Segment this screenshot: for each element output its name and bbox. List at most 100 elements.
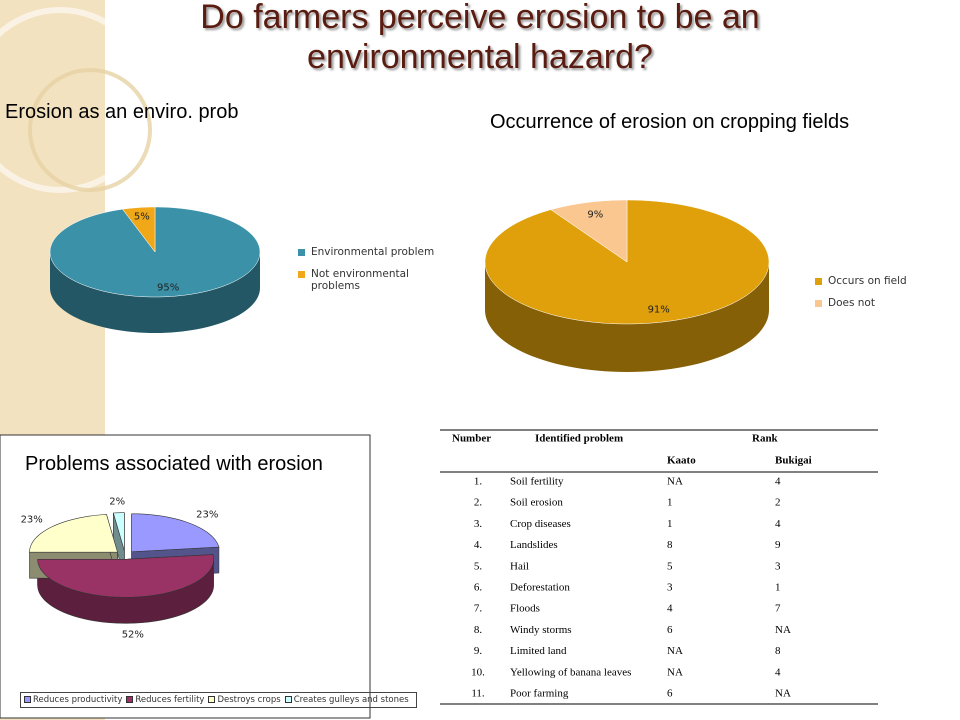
legend-label: Destroys crops bbox=[217, 695, 281, 705]
table-cell: 5 bbox=[667, 560, 673, 572]
slice-side bbox=[50, 252, 260, 333]
table-cell: NA bbox=[667, 666, 683, 678]
table-cell: 6 bbox=[667, 624, 673, 636]
table-cell: 9 bbox=[775, 539, 781, 551]
table-cell: 4 bbox=[775, 518, 781, 530]
table-header: Identified problem bbox=[535, 433, 623, 445]
legend-item: Environmental problem bbox=[298, 246, 438, 258]
table-cell: 8 bbox=[775, 645, 781, 657]
slide-title-line: Do farmers perceive erosion to be an bbox=[200, 0, 759, 36]
table-cell: Hail bbox=[510, 560, 529, 572]
table-cell: Floods bbox=[510, 603, 540, 615]
table-cell: 8 bbox=[667, 539, 673, 551]
table-cell: 7 bbox=[775, 603, 781, 615]
table-cell: Yellowing of banana leaves bbox=[510, 666, 631, 678]
data-label: 91% bbox=[648, 305, 670, 316]
table-cell: Poor farming bbox=[510, 688, 569, 700]
legend-swatch bbox=[815, 300, 822, 307]
slice bbox=[550, 199, 628, 263]
table-cell: 9. bbox=[474, 645, 483, 657]
legend-item: Occurs on field bbox=[815, 275, 935, 287]
table-cell: Crop diseases bbox=[510, 518, 571, 530]
legend-label: Reduces productivity bbox=[33, 695, 123, 705]
legend-swatch bbox=[208, 696, 216, 703]
table-cell: 1 bbox=[667, 518, 673, 530]
table-cell: 11. bbox=[471, 688, 485, 700]
table-cell: 1 bbox=[667, 497, 673, 509]
table-cell: 4 bbox=[775, 666, 781, 678]
table-cell: 5. bbox=[474, 560, 483, 572]
legend-item: Does not bbox=[815, 297, 935, 309]
legend-label: Environmental problem bbox=[311, 246, 435, 258]
table-cell: NA bbox=[667, 476, 683, 488]
ornament bbox=[0, 7, 153, 193]
data-label: 5% bbox=[134, 211, 150, 222]
table-cell: NA bbox=[667, 645, 683, 657]
data-label: 2% bbox=[109, 496, 125, 507]
table-cell: Windy storms bbox=[510, 624, 572, 636]
legend-item: Reduces productivity bbox=[24, 695, 122, 705]
data-label: 95% bbox=[157, 283, 179, 294]
table-cell: 8. bbox=[474, 624, 483, 636]
table-cell: Landslides bbox=[510, 539, 558, 551]
data-label: 52% bbox=[122, 630, 144, 641]
table-cell: 7. bbox=[474, 603, 483, 615]
data-label: 9% bbox=[587, 209, 603, 220]
slice bbox=[29, 514, 118, 553]
legend-swatch bbox=[298, 249, 305, 256]
table-cell: 4. bbox=[474, 539, 483, 551]
legend-label: Reduces fertility bbox=[135, 695, 205, 705]
table-cell: 4 bbox=[775, 476, 781, 488]
legend-swatch bbox=[24, 696, 31, 703]
slide-title: Do farmers perceive erosion to be an envi… bbox=[200, 0, 759, 76]
table-cell: 3 bbox=[775, 560, 781, 572]
table-cell: Soil fertility bbox=[510, 476, 564, 488]
chart-title: Problems associated with erosion bbox=[25, 453, 323, 475]
legend-item: Destroys crops bbox=[208, 695, 281, 705]
legend-item: Not environmental problems bbox=[298, 268, 438, 292]
table-cell: 3 bbox=[667, 582, 673, 594]
legend: Reduces productivity Reduces fertility Des… bbox=[20, 692, 417, 708]
slice bbox=[131, 513, 220, 553]
data-label: 23% bbox=[196, 510, 218, 521]
legend-swatch bbox=[815, 278, 822, 285]
legend-item: Creates gulleys and stones bbox=[284, 695, 409, 705]
table-cell: 4 bbox=[667, 603, 673, 615]
table-cell: 2. bbox=[474, 497, 483, 509]
table-cell: NA bbox=[775, 624, 791, 636]
legend-swatch bbox=[284, 696, 292, 703]
slice bbox=[122, 206, 156, 253]
table-subheader: Kaato bbox=[667, 455, 696, 467]
slice bbox=[37, 554, 214, 598]
chart-title: Erosion as an enviro. prob bbox=[5, 101, 238, 123]
legend: Environmental problem Not environmental p… bbox=[298, 246, 438, 302]
table-cell: 10. bbox=[471, 666, 485, 678]
slide-title-line: environmental hazard? bbox=[307, 38, 653, 76]
table-cell: 1. bbox=[474, 476, 483, 488]
ornament bbox=[28, 68, 152, 192]
table-cell: 2 bbox=[775, 497, 781, 509]
legend-item: Reduces fertility bbox=[126, 695, 204, 705]
table-header: Number bbox=[452, 433, 491, 445]
chart-title: Occurrence of erosion on cropping fields bbox=[490, 111, 849, 133]
slice bbox=[112, 512, 125, 551]
slice-side bbox=[485, 262, 769, 372]
table-cell: Soil erosion bbox=[510, 497, 563, 509]
table-cell: 1 bbox=[775, 582, 781, 594]
legend: Occurs on field Does not bbox=[815, 275, 935, 319]
legend-swatch bbox=[126, 696, 134, 703]
table-subheader: Bukigai bbox=[775, 455, 812, 467]
legend-swatch bbox=[298, 271, 305, 278]
table-header: Rank bbox=[752, 433, 779, 445]
table-cell: 3. bbox=[474, 518, 483, 530]
legend-label: Creates gulleys and stones bbox=[293, 695, 409, 705]
table-cell: NA bbox=[775, 688, 791, 700]
table-cell: 6. bbox=[474, 582, 483, 594]
table-cell: 6 bbox=[667, 688, 673, 700]
table-cell: Deforestation bbox=[510, 582, 570, 594]
legend-label: Not environmental problems bbox=[311, 268, 409, 292]
legend-label: Occurs on field bbox=[828, 275, 907, 287]
legend-label: Does not bbox=[828, 297, 875, 309]
